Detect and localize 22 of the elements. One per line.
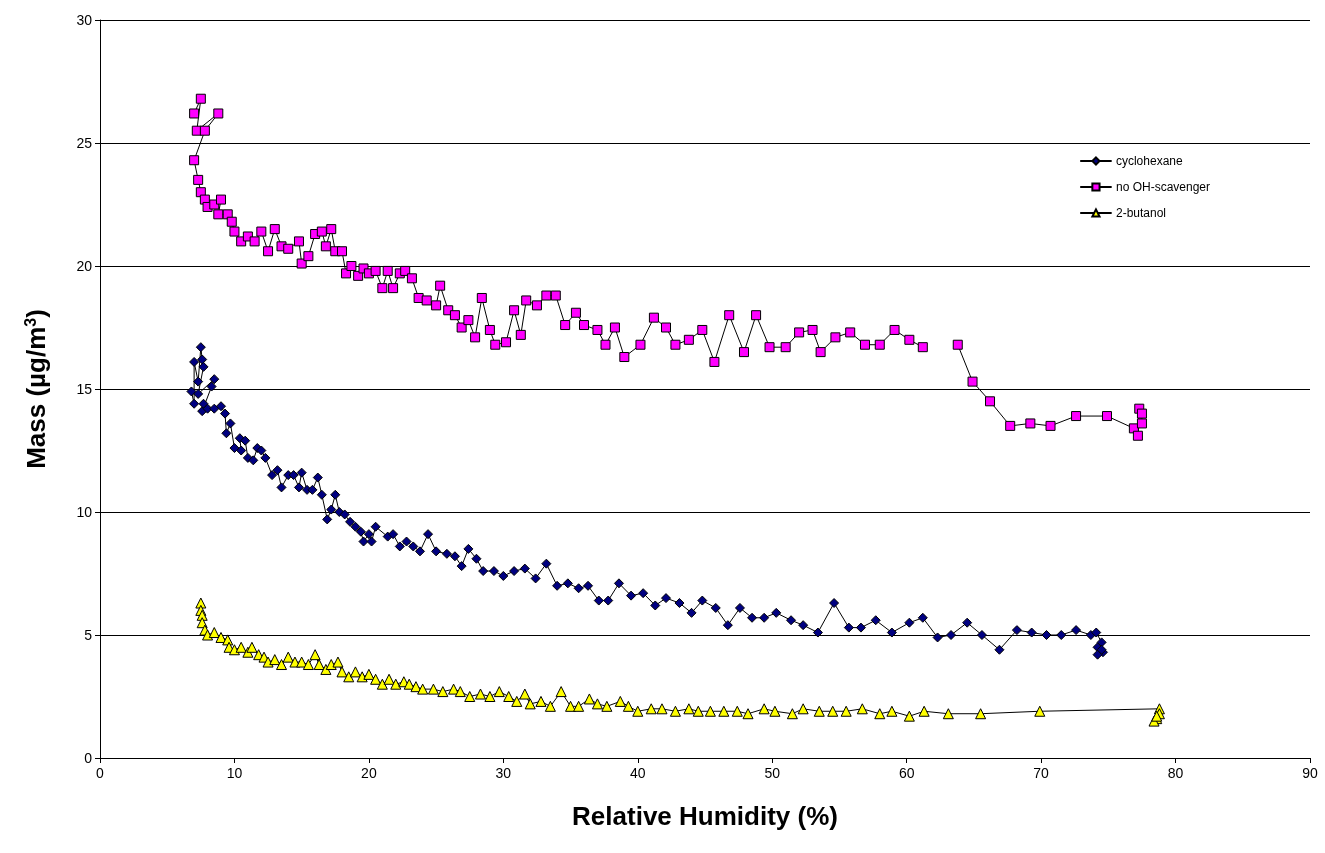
x-tick-label: 50 — [764, 765, 781, 781]
x-tick-label: 70 — [1033, 765, 1050, 781]
y-tick-label: 25 — [76, 135, 93, 151]
x-tick-label: 60 — [898, 765, 915, 781]
legend-label: cyclohexane — [1115, 154, 1183, 168]
x-tick-label: 20 — [361, 765, 377, 781]
y-axis-title: Mass (µg/m3) — [21, 309, 51, 469]
legend-label: no OH-scavenger — [1115, 180, 1210, 194]
legend-label: 2-butanol — [1115, 206, 1166, 220]
x-tick-label: 30 — [495, 765, 512, 781]
y-tick-label: 30 — [76, 12, 93, 28]
x-tick-label: 40 — [629, 765, 646, 781]
x-tick-label: 80 — [1167, 765, 1184, 781]
x-tick-label: 10 — [226, 765, 243, 781]
x-axis-title: Relative Humidity (%) — [572, 801, 838, 831]
y-tick-label: 20 — [76, 258, 93, 274]
y-tick-label: 15 — [76, 381, 93, 397]
x-tick-label: 0 — [96, 765, 105, 781]
y-tick-label: 5 — [84, 627, 93, 643]
x-tick-label: 90 — [1302, 765, 1318, 781]
y-tick-label: 10 — [76, 504, 93, 520]
y-tick-label: 0 — [84, 750, 93, 766]
